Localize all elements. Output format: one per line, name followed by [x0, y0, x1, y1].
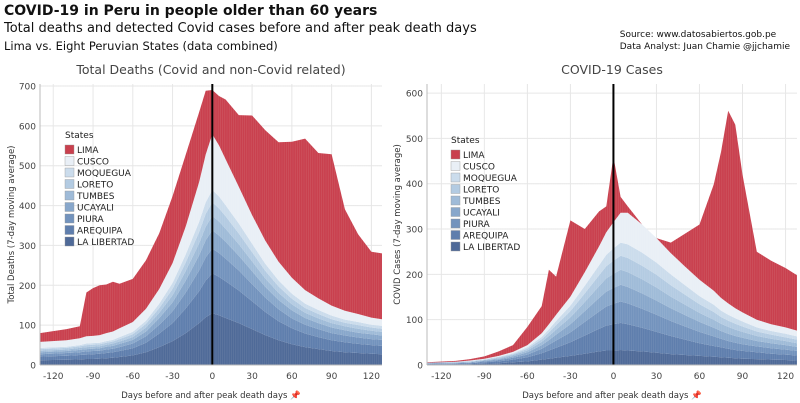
deaths-y-tick-label: 100 — [19, 322, 36, 332]
deaths-legend-swatch-la-libertad — [64, 236, 75, 247]
deaths-legend-label-la-libertad: LA LIBERTAD — [77, 238, 134, 248]
deaths-y-tick-label: 0 — [30, 362, 36, 372]
deaths-x-tick-label: 0 — [209, 372, 215, 382]
header: COVID-19 in Peru in people older than 60… — [4, 2, 477, 54]
page-title: COVID-19 in Peru in people older than 60… — [4, 3, 378, 19]
source-line: Source: www.datosabiertos.gob.pe — [619, 30, 777, 40]
deaths-legend-label-cusco: CUSCO — [77, 158, 109, 168]
deaths-y-tick-label: 600 — [19, 122, 36, 132]
deaths-y-tick-label: 700 — [19, 82, 36, 92]
deaths-chart-title: Total Deaths (Covid and non-Covid relate… — [76, 62, 346, 77]
deaths-legend-title: States — [65, 131, 94, 141]
deaths-legend-swatch-loreto — [64, 179, 75, 189]
deaths-x-tick-label: 120 — [363, 372, 380, 382]
source-note: Source: www.datosabiertos.gob.pe Data An… — [620, 29, 790, 53]
deaths-x-tick-label: 60 — [286, 372, 298, 382]
deaths-area-piura — [40, 248, 382, 357]
deaths-x-tick-label: 30 — [246, 372, 258, 382]
deaths-bar-texture — [39, 84, 382, 365]
deaths-y-tick-label: 400 — [19, 202, 36, 212]
analyst-line: Data Analyst: Juan Chamie @jjchamie — [619, 42, 790, 52]
deaths-y-tick-label: 300 — [19, 242, 36, 252]
deaths-area-lima — [40, 90, 382, 342]
deaths-legend-swatch-cusco — [64, 156, 75, 166]
deaths-legend-label-ucayali: UCAYALI — [77, 204, 114, 214]
deaths-x-tick-label: 90 — [326, 372, 338, 382]
deaths-x-tick-label: -30 — [165, 372, 180, 382]
deaths-y-tick-label: 200 — [19, 282, 36, 292]
deaths-area-arequipa — [40, 273, 382, 361]
deaths-area-cusco — [40, 134, 382, 348]
page-subsubtitle: Lima vs. Eight Peruvian States (data com… — [4, 39, 278, 53]
deaths-legend-swatch-arequipa — [64, 225, 75, 235]
deaths-x-tick-label: -120 — [43, 372, 64, 382]
deaths-legend-label-tumbes: TUMBES — [76, 192, 115, 202]
deaths-legend-label-moquegua: MOQUEGUA — [77, 169, 132, 179]
deaths-legend-swatch-tumbes — [64, 190, 75, 201]
deaths-y-axis-label: Total Deaths (7-day moving average) — [7, 146, 17, 305]
deaths-y-tick-label: 500 — [19, 162, 36, 172]
deaths-x-tick-label: -60 — [125, 372, 140, 382]
deaths-legend-label-lima: LIMA — [77, 146, 99, 156]
cases-chart-title: COVID-19 Cases — [561, 62, 663, 77]
deaths-legend-swatch-moquegua — [64, 167, 75, 178]
deaths-legend-swatch-ucayali — [64, 202, 75, 212]
deaths-x-axis-label: Days before and after peak death days 📌 — [121, 390, 301, 401]
page-subtitle: Total deaths and detected Covid cases be… — [4, 21, 477, 36]
deaths-x-tick-label: -90 — [86, 372, 101, 382]
deaths-legend-swatch-piura — [64, 213, 75, 224]
deaths-area-la-libertad — [40, 313, 382, 365]
deaths-legend-label-loreto: LORETO — [77, 181, 113, 191]
deaths-legend-swatch-lima — [64, 144, 75, 155]
deaths-legend-label-piura: PIURA — [77, 215, 105, 225]
deaths-legend-label-arequipa: AREQUIPA — [77, 227, 123, 237]
